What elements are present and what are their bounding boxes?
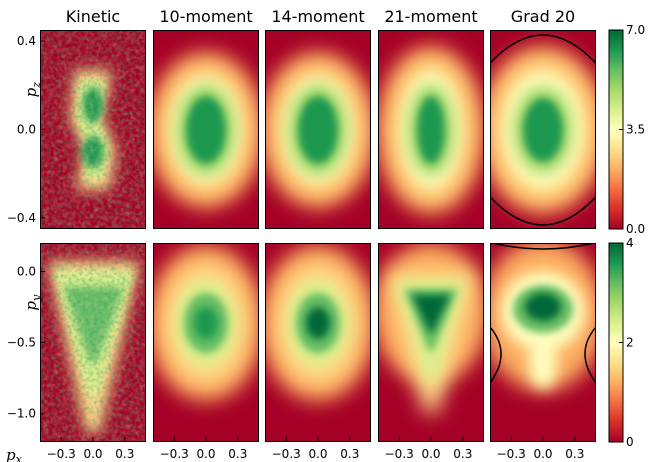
x-tick-label: 0.0: [421, 447, 440, 461]
x-tick-label: 0.0: [83, 447, 102, 461]
column-title: 14-moment: [271, 7, 364, 26]
y-axis-label: pz: [22, 82, 43, 98]
y-tick-label: −0.5: [7, 336, 36, 350]
heatmap-10-moment-row2: [153, 243, 259, 442]
colorbar-tick-label: 2: [626, 336, 634, 350]
x-tick-label: −0.3: [160, 447, 189, 461]
x-tick-label: 0.3: [340, 447, 359, 461]
heatmap-grad-20-row1: [490, 30, 596, 229]
x-tick-label: 0.0: [196, 447, 215, 461]
column-title: Grad 20: [511, 7, 575, 26]
x-axis-label: px: [6, 446, 23, 462]
x-tick-label: 0.3: [565, 447, 584, 461]
colorbar-tick-label: 3.5: [626, 123, 645, 137]
panel-frame: [490, 30, 596, 229]
y-tick-label: 0.4: [17, 34, 36, 48]
y-tick-label: −0.4: [7, 211, 36, 225]
panel-frame: [153, 30, 259, 229]
column-title: 21-moment: [384, 7, 477, 26]
column-title: Kinetic: [66, 7, 120, 26]
heatmap-21-moment-row2: [378, 243, 484, 442]
x-tick-label: −0.3: [497, 447, 526, 461]
x-tick-label: 0.3: [115, 447, 134, 461]
colorbar-tick-label: 0.0: [626, 222, 645, 236]
x-tick-label: 0.0: [308, 447, 327, 461]
panel-frame: [378, 30, 484, 229]
heatmap-14-moment-row2: [265, 243, 371, 442]
panel-frame: [265, 30, 371, 229]
x-tick-label: −0.3: [47, 447, 76, 461]
heatmap-14-moment-row1: [265, 30, 371, 229]
x-tick-label: 0.0: [533, 447, 552, 461]
x-tick-label: −0.3: [385, 447, 414, 461]
heatmap-panels: [40, 29, 624, 443]
axis-labels: Kinetic 10-moment 14-moment 21-moment Grad 2…: [6, 7, 645, 462]
colorbar-tick-label: 0: [626, 435, 634, 449]
colorbar-tick-label: 4: [626, 236, 634, 250]
heatmap-kinetic-row1: [40, 30, 146, 229]
y-tick-label: −1.0: [7, 407, 36, 421]
heatmap-21-moment-row1: [378, 30, 484, 229]
x-tick-label: 0.3: [453, 447, 472, 461]
heatmap-kinetic-row2: [40, 243, 146, 442]
colorbar-tick-label: 7.0: [626, 23, 645, 37]
y-tick-label: 0.0: [17, 123, 36, 137]
y-tick-label: 0.0: [17, 264, 36, 278]
column-title: 10-moment: [159, 7, 252, 26]
heatmap-grad-20-row2: [490, 243, 596, 442]
x-tick-label: 0.3: [228, 447, 247, 461]
y-axis-label: py: [22, 294, 43, 311]
x-tick-label: −0.3: [272, 447, 301, 461]
heatmap-10-moment-row1: [153, 30, 259, 229]
